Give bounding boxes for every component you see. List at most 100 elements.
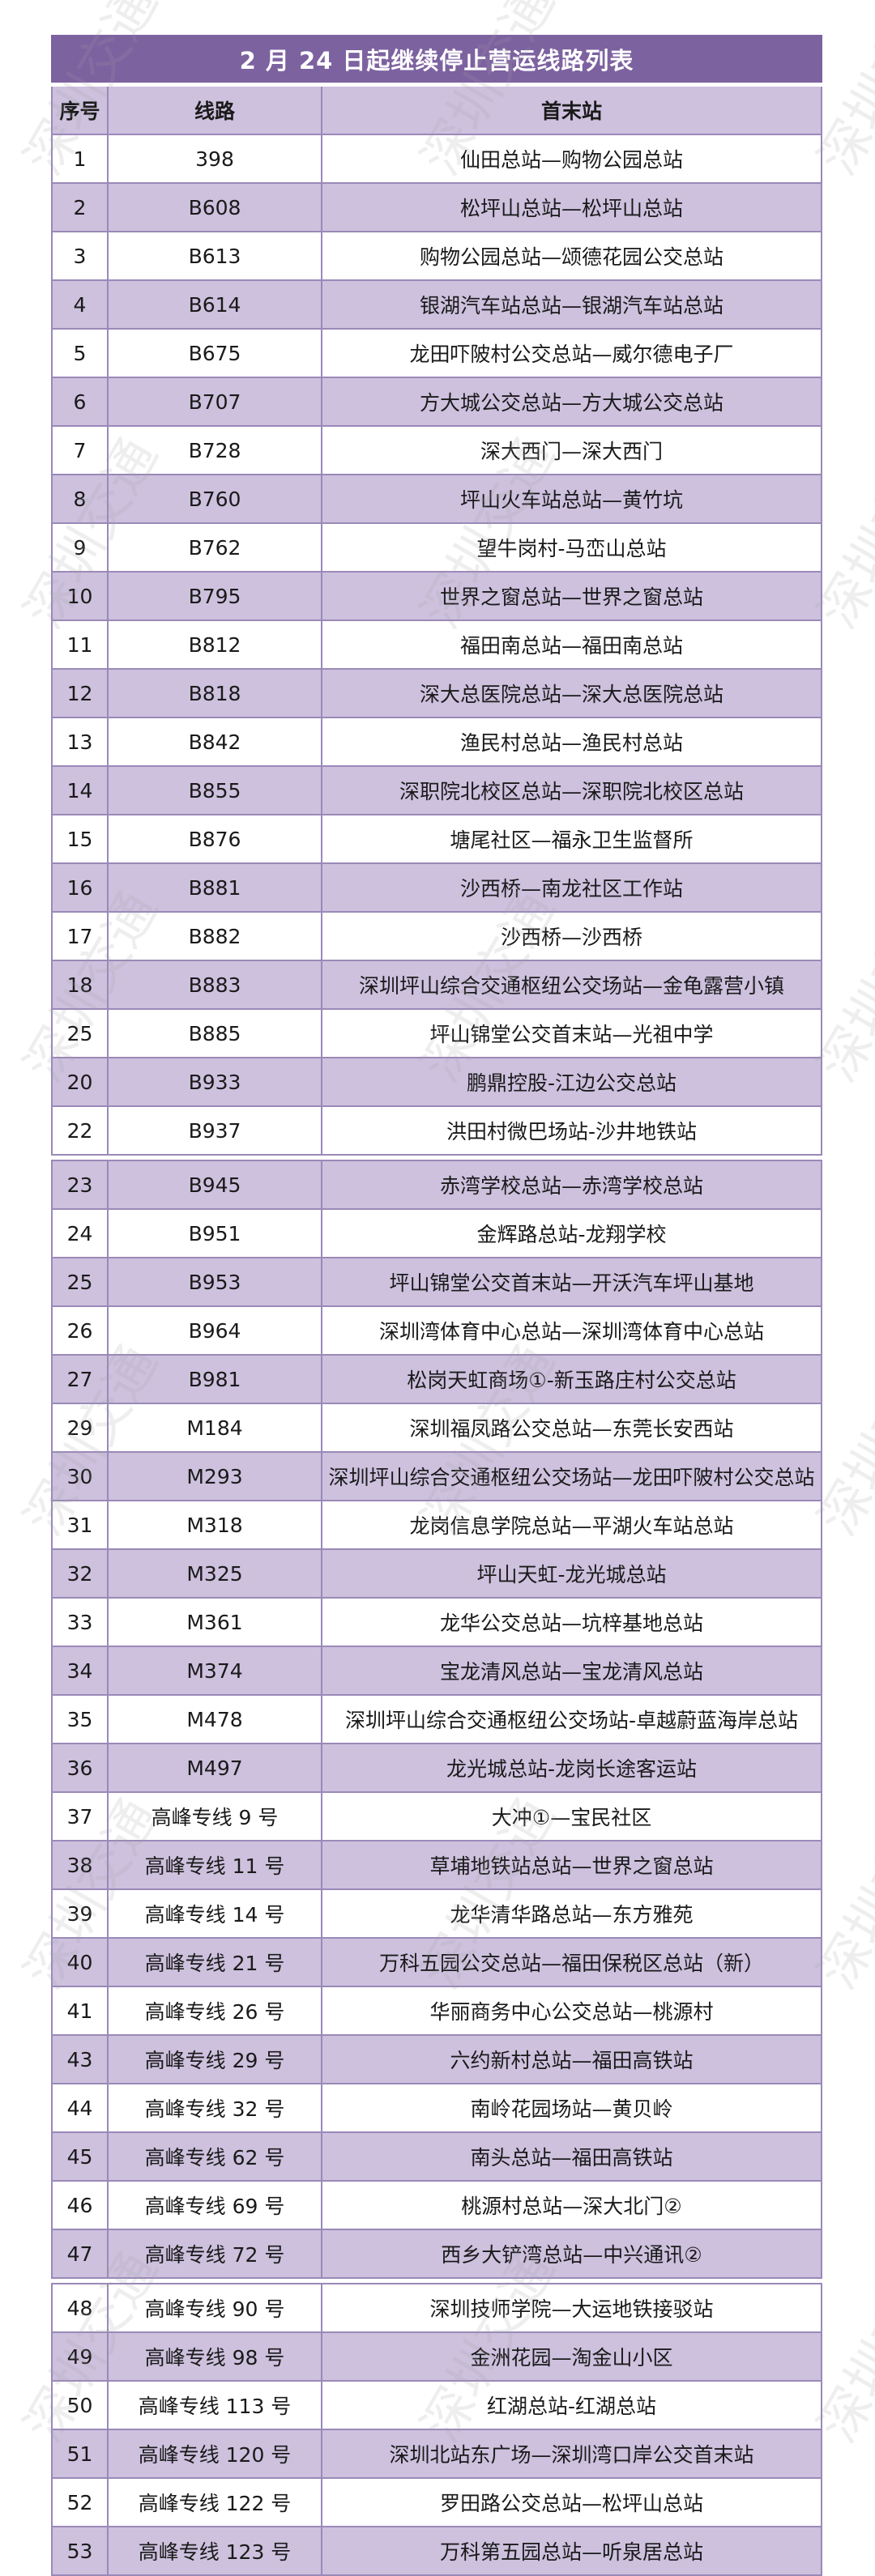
table-row: 29 M184 深圳福凤路公交总站—东莞长安西站 — [53, 1404, 821, 1453]
route-stations: 银湖汽车站总站—银湖汽车站总站 — [419, 294, 723, 317]
row-number: 49 — [53, 2333, 109, 2380]
row-number: 32 — [53, 1550, 109, 1597]
row-number: 48 — [53, 2284, 109, 2331]
row-number: 31 — [53, 1501, 109, 1548]
row-number: 25 — [53, 1010, 109, 1057]
table-row: 39 高峰专线 14 号 龙华清华路总站—东方雅苑 — [53, 1890, 821, 1939]
row-number: 50 — [53, 2382, 109, 2429]
row-number: 27 — [53, 1356, 109, 1403]
route-stations: 世界之窗总站—世界之窗总站 — [439, 585, 703, 609]
row-number: 2 — [53, 184, 109, 231]
route-line: B707 — [109, 378, 322, 425]
table-row: 53 高峰专线 123 号 万科第五园总站—听泉居总站 — [53, 2527, 821, 2574]
table-row: 18 B883 深圳坪山综合交通枢纽公交场站—金龟露营小镇 — [53, 961, 821, 1010]
table-header-row: 序号 线路 首末站 — [53, 87, 821, 135]
route-line: B614 — [109, 281, 322, 328]
table-row: 6 B707 方大城公交总站—方大城公交总站 — [53, 378, 821, 427]
route-stations: 鹏鼎控股-江边公交总站 — [466, 1071, 677, 1095]
table-row: 14 B855 深职院北校区总站—深职院北校区总站 — [53, 767, 821, 815]
row-number: 18 — [53, 961, 109, 1008]
table-row: 44 高峰专线 32 号 南岭花园场站—黄贝岭 — [53, 2084, 821, 2133]
route-line: 高峰专线 122 号 — [109, 2479, 322, 2526]
route-stations: 深圳坪山综合交通枢纽公交场站-卓越蔚蓝海岸总站 — [344, 1709, 799, 1732]
table-row: 25 B953 坪山锦堂公交首末站—开沃汽车坪山基地 — [53, 1258, 821, 1307]
route-line: 高峰专线 123 号 — [109, 2527, 322, 2574]
route-line: B613 — [109, 232, 322, 279]
row-number: 29 — [53, 1404, 109, 1451]
route-stations: 深圳北站东广场—深圳湾口岸公交首末站 — [389, 2443, 754, 2467]
route-stations: 大冲①—宝民社区 — [491, 1806, 652, 1829]
row-number: 6 — [53, 378, 109, 425]
route-stations: 深圳技师学院—大运地铁接驳站 — [429, 2297, 714, 2321]
table-row: 11 B812 福田南总站—福田南总站 — [53, 621, 821, 670]
table-row: 45 高峰专线 62 号 南头总站—福田高铁站 — [53, 2133, 821, 2182]
table-row: 10 B795 世界之窗总站—世界之窗总站 — [53, 573, 821, 621]
row-number: 52 — [53, 2479, 109, 2526]
row-number: 12 — [53, 670, 109, 717]
route-stations: 望牛岗村-马峦山总站 — [476, 537, 667, 560]
row-number: 4 — [53, 281, 109, 328]
route-stations: 龙岗信息学院总站—平湖火车站总站 — [409, 1514, 734, 1538]
row-number: 3 — [53, 232, 109, 279]
route-line: 高峰专线 98 号 — [109, 2333, 322, 2380]
table-row: 41 高峰专线 26 号 华丽商务中心公交总站—桃源村 — [53, 1987, 821, 2036]
route-line: 高峰专线 62 号 — [109, 2133, 322, 2180]
table-row: 51 高峰专线 120 号 深圳北站东广场—深圳湾口岸公交首末站 — [53, 2430, 821, 2479]
route-line: B728 — [109, 427, 322, 474]
row-number: 15 — [53, 815, 109, 862]
route-line: M293 — [109, 1453, 322, 1500]
route-line: M318 — [109, 1501, 322, 1548]
route-line: B675 — [109, 330, 322, 377]
row-number: 9 — [53, 524, 109, 571]
route-stations: 松岗天虹商场①-新玉路庄村公交总站 — [407, 1369, 736, 1392]
route-line: 高峰专线 21 号 — [109, 1939, 322, 1986]
route-stations: 坪山锦堂公交首末站—光祖中学 — [429, 1023, 714, 1046]
table-row: 8 B760 坪山火车站总站—黄竹坑 — [53, 475, 821, 524]
table-row: 36 M497 龙光城总站-龙岗长途客运站 — [53, 1744, 821, 1793]
route-stations: 深职院北校区总站—深职院北校区总站 — [399, 780, 744, 803]
route-stations: 塘尾社区—福永卫生监督所 — [450, 828, 694, 852]
route-stations: 松坪山总站—松坪山总站 — [459, 197, 683, 220]
table-row: 1 398 仙田总站—购物公园总站 — [53, 135, 821, 184]
route-line: B760 — [109, 475, 322, 522]
table-title: 2 月 24 日起继续停止营运线路列表 — [51, 35, 822, 83]
row-number: 23 — [53, 1161, 109, 1208]
route-line: M374 — [109, 1647, 322, 1694]
route-stations: 深圳湾体育中心总站—深圳湾体育中心总站 — [378, 1320, 764, 1343]
table-row: 31 M318 龙岗信息学院总站—平湖火车站总站 — [53, 1501, 821, 1550]
route-line: 高峰专线 14 号 — [109, 1890, 322, 1937]
table-row: 47 高峰专线 72 号 西乡大铲湾总站—中兴通讯② — [53, 2230, 821, 2277]
row-number: 7 — [53, 427, 109, 474]
route-stations: 南头总站—福田高铁站 — [470, 2146, 673, 2169]
route-stations: 龙田吓陂村公交总站—威尔德电子厂 — [409, 343, 734, 366]
route-line: 高峰专线 29 号 — [109, 2036, 322, 2083]
route-line: B885 — [109, 1010, 322, 1057]
row-number: 45 — [53, 2133, 109, 2180]
route-stations: 桃源村总站—深大北门② — [461, 2195, 682, 2218]
table-row: 26 B964 深圳湾体育中心总站—深圳湾体育中心总站 — [53, 1307, 821, 1356]
table-row: 49 高峰专线 98 号 金洲花园—淘金山小区 — [53, 2333, 821, 2382]
table-row: 34 M374 宝龙清风总站—宝龙清风总站 — [53, 1647, 821, 1696]
table-row: 13 B842 渔民村总站—渔民村总站 — [53, 718, 821, 767]
route-stations: 龙华公交总站—坑梓基地总站 — [439, 1612, 703, 1635]
route-line: B964 — [109, 1307, 322, 1354]
row-number: 8 — [53, 475, 109, 522]
header-no: 序号 — [53, 87, 109, 134]
row-number: 16 — [53, 864, 109, 911]
row-number: 20 — [53, 1058, 109, 1105]
route-stations: 沙西桥—南龙社区工作站 — [459, 877, 683, 901]
table-row: 15 B876 塘尾社区—福永卫生监督所 — [53, 815, 821, 864]
route-stations: 红湖总站-红湖总站 — [486, 2395, 657, 2418]
table-row: 17 B882 沙西桥—沙西桥 — [53, 913, 821, 961]
route-line: 高峰专线 113 号 — [109, 2382, 322, 2429]
route-stations: 沙西桥—沙西桥 — [500, 926, 642, 949]
row-number: 33 — [53, 1599, 109, 1646]
row-number: 36 — [53, 1744, 109, 1791]
row-number: 35 — [53, 1696, 109, 1743]
route-line: B882 — [109, 913, 322, 960]
table-row: 23 B945 赤湾学校总站—赤湾学校总站 — [53, 1161, 821, 1210]
row-number: 22 — [53, 1107, 109, 1154]
table-row: 16 B881 沙西桥—南龙社区工作站 — [53, 864, 821, 913]
row-number: 37 — [53, 1793, 109, 1840]
table-row: 40 高峰专线 21 号 万科五园公交总站—福田保税区总站（新） — [53, 1939, 821, 1987]
